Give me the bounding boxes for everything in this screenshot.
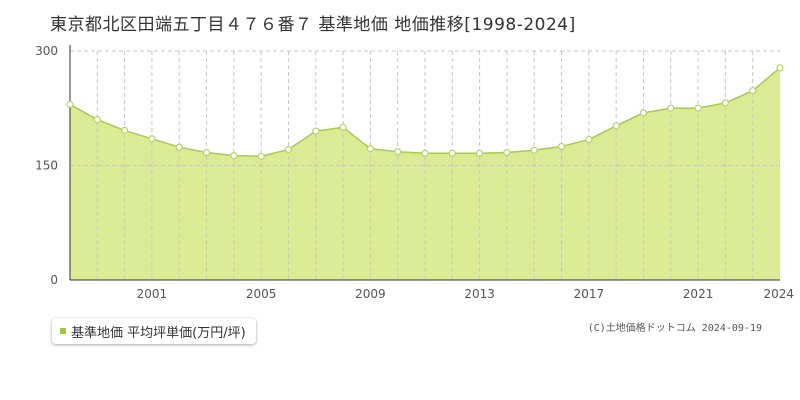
x-tick-label: 2013 [464,287,495,301]
data-point [230,151,238,160]
y-tick-label: 300 [35,44,58,58]
data-point [121,126,129,134]
data-point [202,148,211,157]
data-point [776,64,784,72]
data-point [66,100,74,109]
data-point [175,143,183,151]
data-point [93,116,101,124]
y-tick-label: 0 [50,273,58,287]
data-point [421,149,429,157]
chart-area: 0 150 300 2001 2005 2009 2013 2017 2021 2024 [35,44,794,301]
legend-swatch [60,328,66,334]
data-point [394,148,402,156]
data-point [694,104,702,112]
legend-label: 基準地価 平均坪単価(万円/坪) [71,325,246,341]
x-tick-label: 2009 [355,287,386,301]
data-point [339,123,347,131]
data-point [257,152,265,160]
data-point [749,87,757,95]
data-point [448,149,456,157]
data-point [366,145,374,153]
x-tick-label: 2017 [574,287,605,301]
data-point [476,149,484,157]
data-point [639,109,648,117]
copyright-text: (C)土地価格ドットコム 2024-09-19 [587,323,762,334]
x-tick-label: 2021 [683,287,714,301]
data-point [503,148,511,157]
chart-title: 東京都北区田端五丁目４７６番７ 基準地価 地価推移[1998-2024] [50,15,576,35]
x-tick-label: 2001 [137,287,168,301]
y-tick-label: 150 [35,159,58,173]
data-point [284,145,293,154]
x-tick-label: 2005 [246,287,277,301]
data-point [585,135,593,144]
legend: 基準地価 平均坪単価(万円/坪) [52,318,256,344]
data-point [612,122,620,130]
data-point [312,127,320,135]
data-point [530,146,538,154]
data-point [148,135,156,143]
data-point [721,99,729,107]
data-point [667,104,675,112]
data-point [557,142,566,151]
x-tick-label: 2024 [763,287,794,301]
